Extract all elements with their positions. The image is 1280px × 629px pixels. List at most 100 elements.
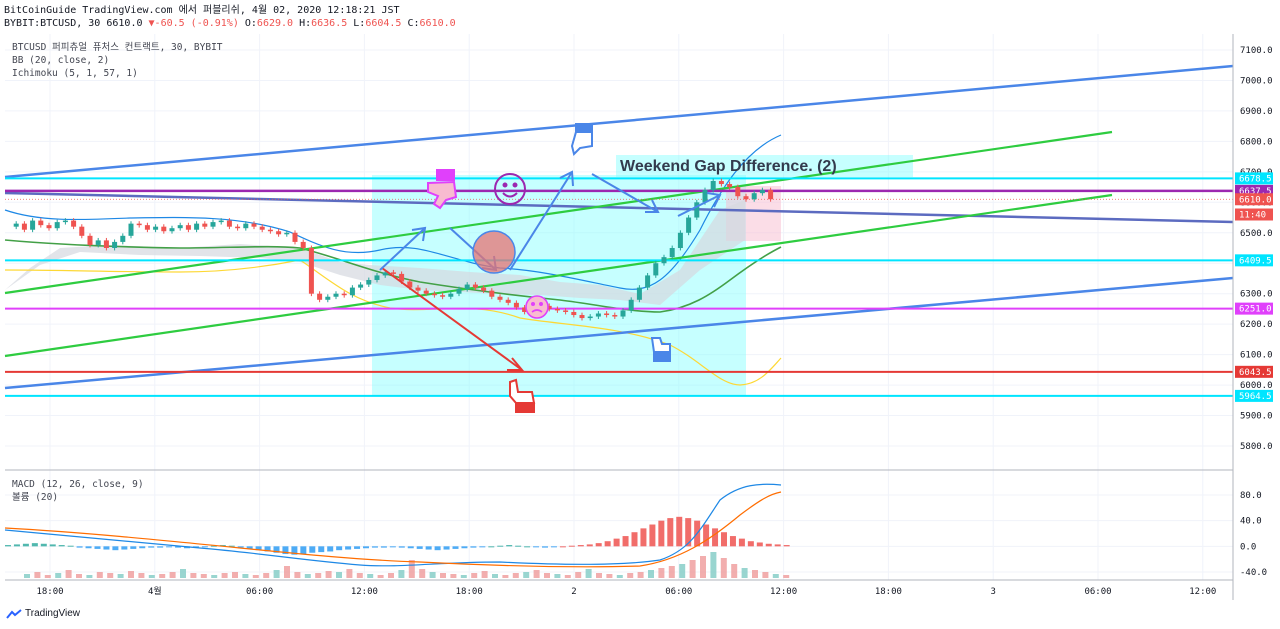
volume-bar (533, 570, 540, 578)
price-tick-label: 6200.0 (1240, 320, 1273, 330)
candle-body (636, 287, 642, 300)
candle-body (612, 315, 618, 317)
macd-histogram-bar (729, 536, 736, 547)
volume-bar (55, 573, 62, 578)
macd-histogram-bar (121, 546, 128, 550)
volume-bar (627, 573, 634, 578)
volume-bar (502, 575, 509, 578)
macd-histogram-bar (550, 546, 557, 548)
candle-body (464, 284, 470, 290)
volume-bar (304, 574, 311, 578)
price-tag-label: 6251.0 (1239, 305, 1272, 315)
macd-histogram-bar (667, 518, 674, 547)
candle-body (472, 284, 478, 288)
price-change: -60.5 (-0.91%) (154, 18, 239, 29)
macd-histogram-bar (434, 546, 441, 551)
macd-histogram-bar (640, 528, 647, 547)
candle-body (267, 229, 273, 232)
candle-body (243, 223, 249, 229)
publish-info: BitCoinGuide TradingView.com 에서 퍼블리쉬, 4월… (4, 5, 400, 16)
volume-bar (367, 574, 374, 578)
candle-body (702, 190, 708, 203)
macd-histogram-bar (166, 546, 173, 548)
candle-body (21, 223, 27, 230)
price-tag-bg (1235, 193, 1273, 206)
candle-body (407, 281, 413, 288)
volume-bar (731, 564, 738, 578)
candle-body (686, 217, 692, 233)
time-tick-label: 06:00 (1084, 587, 1111, 597)
macd-histogram-bar (237, 546, 244, 548)
macd-histogram-bar (613, 538, 620, 547)
macd-line (4, 483, 782, 567)
candle-body (308, 248, 314, 294)
downtrend-line (4, 191, 1234, 224)
macd-histogram-bar (157, 546, 164, 548)
volume-bar (107, 573, 114, 578)
candle-body (440, 295, 446, 297)
macd-histogram-bar (586, 544, 593, 547)
candle-body (390, 272, 396, 274)
candle-body (382, 272, 388, 276)
volume-bar (679, 564, 686, 578)
volume-bar (471, 573, 478, 578)
candle-body (259, 226, 265, 230)
price-tick-label: 6100.0 (1240, 351, 1273, 361)
macd-tick-label: 0.0 (1240, 542, 1256, 552)
volume-bar (668, 566, 675, 578)
candle-body (579, 315, 585, 319)
candle-body (185, 225, 191, 230)
volume-bar (294, 572, 301, 578)
candle-body (571, 311, 577, 316)
volume-bar (117, 574, 124, 578)
time-axis[interactable]: 18:00 4월 06:00 12:00 18:00 2 06:00 12:00 18:00 3 0… (36, 585, 1216, 597)
bb-upper-band (4, 134, 782, 290)
candle-body (218, 220, 224, 223)
candle-body (595, 313, 601, 317)
candle-body (317, 293, 323, 300)
candle-body (563, 310, 569, 312)
volume-bar (128, 571, 134, 578)
macd-histogram-bar (398, 546, 405, 548)
volume-bar (232, 572, 238, 578)
macd-histogram-bar (345, 546, 352, 550)
price-tag-label: 11:40 (1239, 210, 1266, 220)
candle-body (554, 308, 560, 311)
channel-lower-line (4, 276, 1234, 390)
candle-body (505, 299, 511, 303)
volume-bar (408, 560, 415, 578)
candle-body (46, 225, 52, 229)
candle-body (300, 241, 306, 248)
macd-histogram-bar (542, 546, 548, 548)
candle-body (751, 193, 757, 200)
macd-histogram-bar (380, 546, 387, 548)
candle-body (759, 190, 765, 194)
macd-histogram-bar (497, 545, 504, 547)
macd-histogram-bar (524, 546, 531, 548)
candle-body (415, 287, 421, 291)
volume-bar (65, 570, 72, 578)
macd-histogram-bar (703, 524, 710, 547)
macd-pane (4, 483, 790, 578)
volume-bar (44, 575, 51, 578)
tradingview-logo-icon (6, 608, 22, 619)
price-tick-label: 7000.0 (1240, 76, 1273, 86)
tradingview-brand[interactable]: TradingView (6, 608, 80, 619)
macd-histogram-bar (783, 545, 790, 547)
candle-body (136, 223, 142, 226)
candle-body (71, 220, 77, 227)
candle-body (448, 293, 454, 297)
pointing-hand-blue-top-icon (570, 123, 593, 156)
legend-title: BTCUSD 퍼피츄얼 퓨처스 컨트랙트, 30, BYBIT (12, 42, 223, 53)
macd-histogram-bar (631, 532, 638, 547)
macd-histogram-bar (756, 542, 763, 547)
candle-body (144, 225, 150, 230)
candle-body (661, 257, 667, 264)
macd-axis[interactable]: 80.0 40.0 0.0 -40.0 (1240, 491, 1267, 578)
candle-body (112, 241, 118, 248)
volume-bar (460, 575, 467, 578)
price-tag-label: 5964.5 (1239, 392, 1272, 402)
volume-bar (741, 568, 748, 578)
brand-label: TradingView (25, 608, 81, 619)
